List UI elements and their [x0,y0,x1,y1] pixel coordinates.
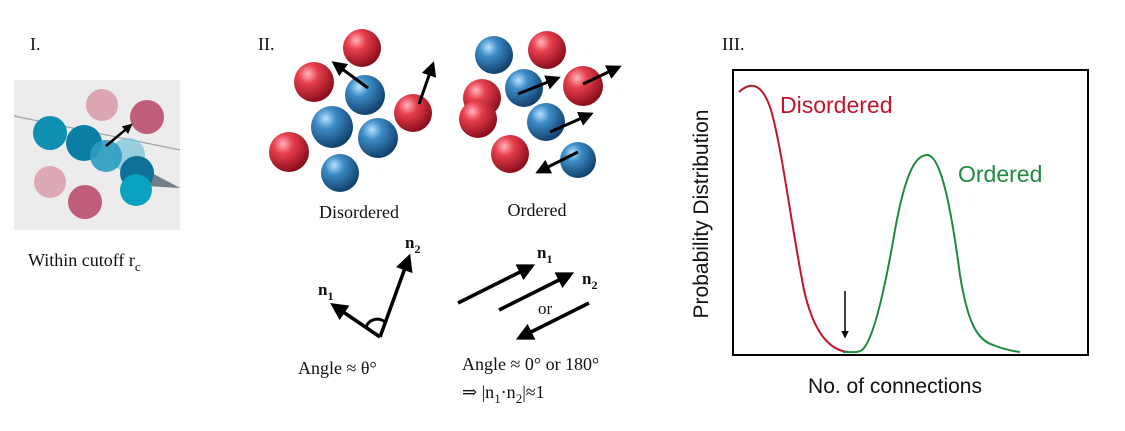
panel-III-label: III. [722,34,744,54]
red-particle [528,31,566,69]
angle-theta-caption: Angle ≈ θ° [298,358,377,378]
pink-particle [34,166,66,198]
angle-vector-diagram: n1 n2 [318,233,420,339]
pink-particle [68,185,102,219]
blue-particle [311,106,353,148]
cutoff-caption: Within cutoff rc [28,250,141,274]
orientation-arrow [105,123,133,147]
panel-I-label: I. [30,34,41,54]
cutoff-cone-shadow [146,172,180,188]
disordered-cluster [269,29,437,192]
panel-III: III. Disordered Ordered No. of connectio… [690,34,1089,398]
red-particle [394,94,432,132]
vector-n2-label: n2 [582,269,597,292]
dot-product-caption: ⇒ |n1·n2|≈1 [462,382,545,406]
y-axis-label: Probability Distribution [690,110,713,319]
pink-particle [86,89,118,121]
teal-particle [120,174,152,206]
vector-n2-reverse-arrow [515,301,590,340]
x-axis-label: No. of connections [808,375,982,398]
blue-particle [560,142,596,178]
pink-particle [130,100,164,134]
disordered-caption: Disordered [319,202,399,222]
parallel-vector-diagram: n1 n2 or [457,243,597,340]
red-particle [459,100,497,138]
blue-particle [321,154,359,192]
vector-n1-arrow [457,264,536,305]
disordered-curve-label: Disordered [780,92,893,118]
ordered-caption: Ordered [508,200,567,220]
panel-II-label: II. [258,34,275,54]
orientation-arrow [535,150,579,174]
or-label: or [538,299,553,318]
disordered-curve [738,84,849,353]
red-particle [294,62,334,102]
vector-n1-arrow [330,303,381,339]
blue-particle [527,103,565,141]
ordered-curve-label: Ordered [958,161,1042,187]
panel-II: II. Disordered [258,29,622,406]
blue-particle [475,36,513,74]
teal-particle [33,116,67,150]
angle-parallel-caption: Angle ≈ 0° or 180° [462,354,599,374]
teal-particle [90,140,122,172]
panel-I: I. Within cutoff rc [13,34,181,274]
vector-n2-arrow [498,272,575,312]
blue-particle [358,118,398,158]
orientation-arrow [417,61,437,105]
red-particle [563,66,603,106]
vector-n2-arrow [378,253,413,338]
cutoff-illustration [13,80,181,230]
vector-n1-label: n1 [537,243,552,266]
vector-n2-label: n2 [405,233,420,256]
plot-frame [732,69,1089,356]
orientation-arrow [517,75,561,96]
orientation-arrow [582,65,622,86]
blue-particle [345,75,385,115]
ordered-curve [842,153,1021,354]
orientation-arrow [331,61,369,90]
red-particle [491,135,529,173]
orientation-arrow [549,111,594,134]
red-particle [343,29,381,67]
blue-particle [505,69,543,107]
ordered-cluster [459,31,622,178]
vector-n1-label: n1 [318,280,333,303]
angle-arc [364,317,386,328]
red-particle [269,132,309,172]
